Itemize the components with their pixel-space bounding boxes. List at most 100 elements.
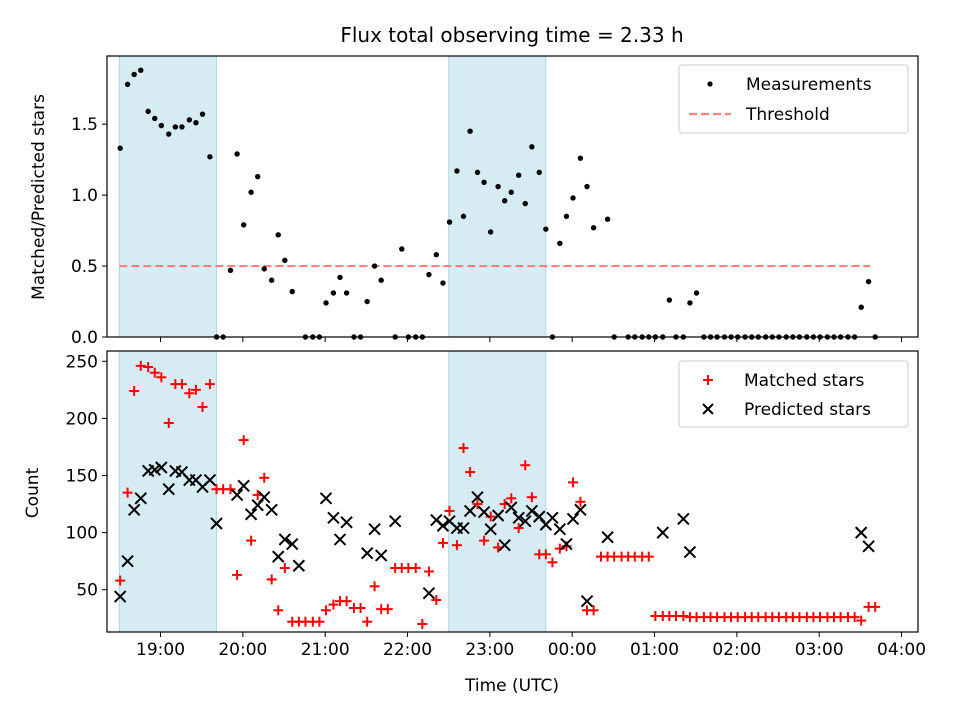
marker-stroke: [436, 519, 450, 532]
marker-stroke: [175, 465, 189, 479]
marker-stroke: [519, 514, 532, 528]
data-point-measurement: [248, 189, 254, 195]
data-point-matched: [547, 557, 558, 568]
data-point-matched: [506, 493, 517, 504]
legend-label-measurements: Measurements: [746, 75, 872, 95]
top-legend: Measurements Threshold: [678, 64, 909, 134]
data-point-measurement: [282, 257, 288, 264]
x-tick-label: 22:00: [383, 640, 432, 660]
data-point-predicted: [656, 526, 669, 539]
marker-stroke: [113, 590, 127, 603]
data-point-measurement: [254, 173, 261, 180]
x-tick-label: 00:00: [548, 640, 597, 660]
data-point-measurement: [371, 263, 378, 269]
data-point-predicted: [574, 503, 587, 516]
marker-stroke: [553, 522, 567, 536]
x-tick-label: 20:00: [218, 640, 267, 660]
marker-stroke: [203, 473, 217, 487]
data-point-predicted: [519, 514, 532, 528]
data-point-predicted: [677, 512, 690, 526]
data-point-matched: [321, 605, 332, 616]
data-point-measurement: [207, 154, 213, 160]
data-point-matched: [232, 569, 243, 580]
data-point-measurement: [563, 213, 570, 220]
y-tick-label: 1.0: [71, 186, 98, 206]
data-point-predicted: [553, 522, 567, 536]
data-point-matched: [526, 492, 537, 503]
data-point-predicted: [388, 514, 402, 528]
marker-stroke: [189, 473, 203, 487]
shaded-interval: [448, 55, 547, 338]
data-point-matched: [849, 612, 860, 623]
data-point-predicted: [457, 521, 470, 535]
marker-stroke: [601, 530, 614, 544]
y-tick-label: 100: [66, 524, 98, 544]
marker-stroke: [333, 533, 347, 546]
marker-stroke: [319, 492, 333, 505]
data-point-matched: [197, 401, 208, 412]
marker-stroke: [491, 509, 505, 522]
data-point-predicted: [265, 503, 278, 516]
data-point-predicted: [491, 509, 505, 522]
marker-stroke: [244, 508, 258, 521]
marker-stroke: [862, 540, 875, 553]
data-point-matched: [328, 599, 339, 610]
data-point-matched: [431, 595, 442, 606]
shaded-interval: [118, 350, 218, 633]
data-point-predicted: [580, 594, 594, 608]
data-point-predicted: [278, 533, 292, 546]
data-point-predicted: [525, 504, 539, 518]
data-point-matched: [204, 379, 215, 390]
data-point-predicted: [683, 545, 697, 559]
data-point-matched: [575, 496, 586, 507]
data-point-matched: [458, 443, 469, 454]
data-point-measurement: [261, 266, 267, 272]
data-point-measurement: [433, 251, 440, 258]
data-point-matched: [362, 616, 373, 627]
bottom-legend-box: [678, 360, 909, 428]
x-tick-label: 21:00: [301, 640, 350, 660]
data-point-matched: [479, 535, 490, 546]
marker-stroke: [854, 526, 868, 539]
data-point-predicted: [854, 526, 868, 539]
marker-stroke: [498, 538, 511, 552]
data-point-matched: [568, 477, 579, 488]
data-point-measurement: [590, 225, 597, 231]
marker-stroke: [457, 521, 470, 535]
data-point-measurement: [172, 124, 179, 130]
marker-stroke: [292, 559, 306, 572]
marker-stroke: [430, 513, 443, 527]
data-point-measurement: [515, 172, 522, 178]
marker-stroke: [463, 504, 477, 518]
data-point-matched: [176, 379, 187, 390]
legend-marker-measurements: [707, 81, 713, 87]
data-point-predicted: [566, 512, 580, 526]
data-point-measurement: [117, 145, 123, 151]
data-point-predicted: [862, 540, 875, 553]
x-tick-label: 03:00: [795, 640, 844, 660]
y-tick-label: 1.5: [71, 115, 98, 135]
legend-marker-predicted: [702, 403, 714, 415]
data-point-measurement: [426, 271, 432, 278]
data-point-measurement: [268, 277, 275, 283]
marker-stroke: [683, 545, 697, 559]
marker-stroke: [525, 504, 539, 518]
data-point-measurement: [467, 128, 473, 134]
data-point-measurement: [240, 222, 247, 228]
marker-stroke: [512, 511, 525, 524]
bottom-axes-frame: [106, 350, 919, 633]
marker-stroke: [566, 512, 580, 526]
data-point-predicted: [477, 505, 491, 519]
data-point-matched: [410, 563, 421, 574]
bottom-y-axis-label: Count: [23, 467, 43, 518]
data-point-matched: [437, 537, 448, 548]
data-point-measurement: [529, 144, 535, 150]
marker-stroke: [134, 492, 147, 505]
data-point-measurement: [323, 300, 329, 306]
data-point-predicted: [113, 590, 127, 603]
marker-stroke: [560, 537, 573, 551]
data-point-measurement: [584, 183, 590, 190]
marker-stroke: [484, 522, 497, 536]
data-point-predicted: [162, 483, 175, 496]
x-tick-label: 02:00: [712, 640, 761, 660]
